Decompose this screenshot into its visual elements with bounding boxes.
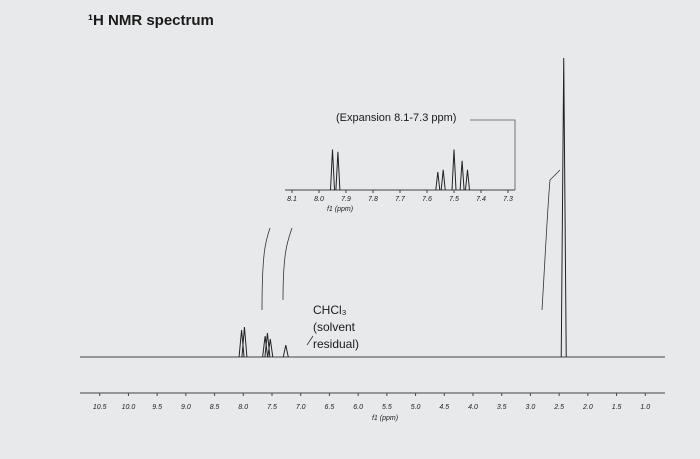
inset-frame	[470, 119, 516, 190]
x-tick-label: 8.5	[210, 404, 220, 411]
x-tick-label: 6.0	[353, 404, 363, 411]
x-tick-label: 3.0	[526, 404, 536, 411]
x-tick-label: 7.4	[476, 196, 486, 203]
peak	[262, 336, 269, 358]
x-tick-label: 9.0	[181, 404, 191, 411]
annotation: CHCl₃	[313, 303, 347, 317]
x-tick-label: 5.5	[382, 404, 392, 411]
x-tick-label: 6.5	[325, 404, 335, 411]
x-tick-label: 7.8	[368, 196, 378, 203]
x-tick-label: 7.3	[503, 196, 513, 203]
x-tick-label: 8.0	[238, 404, 248, 411]
x-tick-label: 10.5	[93, 404, 107, 411]
peak	[330, 149, 335, 191]
x-tick-label: 1.0	[640, 404, 650, 411]
x-tick-label: 8.0	[314, 196, 324, 203]
x-tick-label: 4.0	[468, 404, 478, 411]
x-tick-label: 7.5	[449, 196, 459, 203]
annotation-arrow	[306, 335, 314, 346]
peak	[267, 338, 274, 358]
annotation: (solvent	[313, 320, 356, 334]
integral-curve	[541, 169, 561, 311]
x-tick-label: 7.6	[422, 196, 432, 203]
x-tick-label: 4.5	[439, 404, 449, 411]
peak	[241, 327, 248, 358]
peak	[282, 344, 289, 358]
peak	[440, 169, 446, 191]
x-tick-label: 2.0	[582, 404, 593, 411]
peak	[560, 57, 567, 358]
x-tick-label: 1.5	[612, 404, 622, 411]
x-tick-label: 7.0	[296, 404, 306, 411]
x-axis-label: f1 (ppm)	[327, 206, 353, 213]
x-tick-label: 7.5	[267, 404, 277, 411]
x-tick-label: 7.7	[395, 196, 406, 203]
x-tick-label: 9.5	[152, 404, 162, 411]
x-tick-label: 2.5	[553, 404, 564, 411]
peak	[238, 330, 245, 358]
x-tick-label: 5.0	[411, 404, 421, 411]
peak	[335, 151, 341, 191]
peak	[459, 160, 465, 191]
x-axis-label: f1 (ppm)	[372, 415, 398, 422]
chart-title: ¹H NMR spectrum	[88, 12, 214, 29]
peak	[451, 149, 457, 191]
annotation: residual)	[313, 337, 359, 351]
x-tick-label: 8.1	[287, 196, 297, 203]
peak	[435, 171, 441, 191]
x-tick-label: 7.9	[341, 196, 351, 203]
x-tick-label: 3.5	[497, 404, 507, 411]
chart-title: (Expansion 8.1-7.3 ppm)	[336, 112, 456, 124]
peak	[465, 169, 470, 191]
x-tick-label: 10.0	[122, 404, 136, 411]
integral-curve	[261, 227, 293, 311]
